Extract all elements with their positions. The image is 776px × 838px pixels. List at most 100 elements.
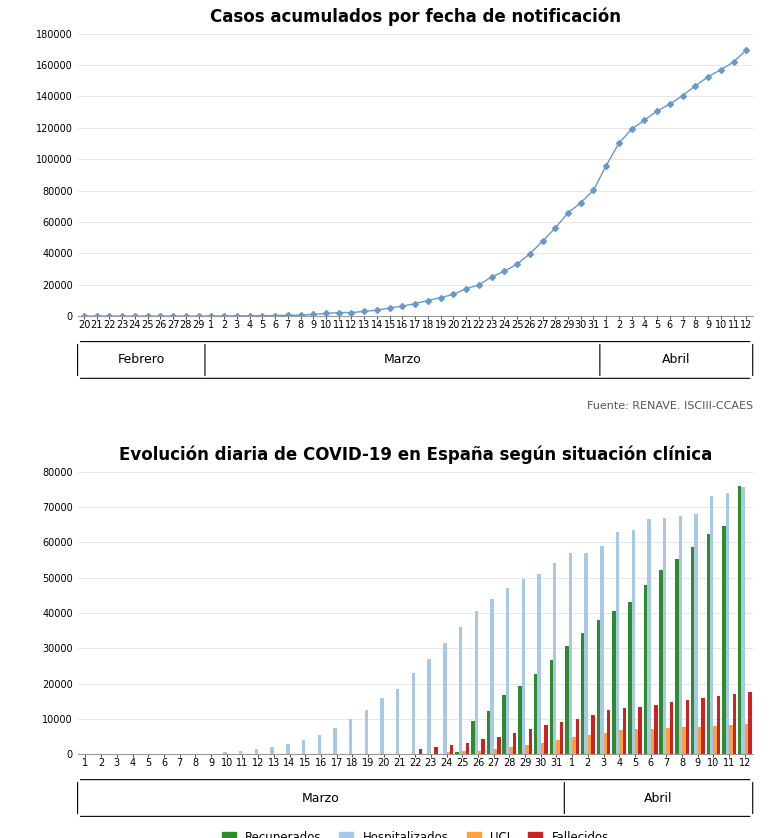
Bar bbox=[663, 518, 667, 754]
Bar bbox=[691, 547, 695, 754]
Bar bbox=[255, 749, 258, 754]
Bar bbox=[302, 740, 305, 754]
Bar bbox=[466, 742, 469, 754]
Bar bbox=[733, 694, 736, 754]
Text: Fuente: RENAVE. ISCIII-CCAES: Fuente: RENAVE. ISCIII-CCAES bbox=[587, 401, 753, 411]
Bar bbox=[270, 747, 274, 754]
Bar bbox=[560, 722, 563, 754]
Bar bbox=[741, 488, 745, 754]
Bar bbox=[474, 611, 478, 754]
Bar bbox=[729, 725, 733, 754]
Bar bbox=[462, 752, 466, 754]
Bar bbox=[494, 749, 497, 754]
Bar bbox=[333, 727, 337, 754]
Bar bbox=[698, 727, 702, 754]
Text: Marzo: Marzo bbox=[383, 354, 421, 366]
Bar bbox=[745, 724, 748, 754]
Bar bbox=[650, 729, 654, 754]
Bar bbox=[487, 711, 490, 754]
Bar bbox=[513, 733, 516, 754]
Bar bbox=[506, 588, 509, 754]
Bar bbox=[450, 745, 453, 754]
Bar bbox=[612, 612, 616, 754]
Bar bbox=[418, 749, 422, 754]
Bar bbox=[616, 531, 619, 754]
Title: Casos acumulados por fecha de notificación: Casos acumulados por fecha de notificaci… bbox=[210, 8, 621, 27]
Bar bbox=[537, 574, 541, 754]
Bar bbox=[528, 729, 532, 754]
Text: Febrero: Febrero bbox=[118, 354, 165, 366]
Bar bbox=[622, 708, 626, 754]
Bar bbox=[597, 619, 600, 754]
Bar bbox=[710, 496, 713, 754]
Bar bbox=[521, 579, 525, 754]
Bar bbox=[525, 745, 528, 754]
Bar bbox=[713, 726, 717, 754]
Bar bbox=[317, 735, 321, 754]
Bar bbox=[717, 696, 720, 754]
Bar bbox=[679, 515, 682, 754]
Bar bbox=[738, 486, 741, 754]
Bar bbox=[443, 643, 446, 754]
Bar bbox=[349, 719, 352, 754]
Text: Abril: Abril bbox=[662, 354, 691, 366]
Bar bbox=[685, 701, 689, 754]
Bar bbox=[647, 520, 650, 754]
Bar bbox=[412, 673, 415, 754]
Bar bbox=[670, 702, 674, 754]
Bar bbox=[534, 675, 537, 754]
Bar bbox=[654, 705, 657, 754]
Bar bbox=[591, 716, 594, 754]
Bar bbox=[541, 743, 544, 754]
Bar bbox=[490, 599, 494, 754]
Bar bbox=[446, 753, 450, 754]
Bar bbox=[556, 740, 560, 754]
Bar bbox=[660, 570, 663, 754]
Bar bbox=[553, 563, 556, 754]
Bar bbox=[518, 686, 521, 754]
Bar bbox=[549, 660, 553, 754]
Text: Marzo: Marzo bbox=[302, 792, 340, 804]
Bar bbox=[581, 634, 584, 754]
Bar bbox=[481, 739, 485, 754]
Bar bbox=[286, 743, 289, 754]
Title: Evolución diaria de COVID-19 en España según situación clínica: Evolución diaria de COVID-19 en España s… bbox=[119, 446, 712, 464]
Bar bbox=[428, 659, 431, 754]
Bar bbox=[509, 747, 513, 754]
Bar bbox=[707, 534, 710, 754]
Bar bbox=[565, 646, 569, 754]
Bar bbox=[380, 698, 384, 754]
Bar bbox=[396, 689, 400, 754]
Bar bbox=[635, 729, 639, 754]
Legend: Recuperados, Hospitalizados, UCI, Fallecidos: Recuperados, Hospitalizados, UCI, Fallec… bbox=[221, 831, 609, 838]
Bar bbox=[584, 553, 588, 754]
Bar bbox=[502, 695, 506, 754]
Bar bbox=[607, 711, 611, 754]
Bar bbox=[682, 727, 685, 754]
Bar bbox=[748, 692, 752, 754]
Bar bbox=[223, 753, 227, 754]
Bar bbox=[722, 525, 726, 754]
Bar bbox=[628, 602, 632, 754]
Bar bbox=[365, 710, 368, 754]
Bar bbox=[726, 493, 729, 754]
Bar bbox=[667, 728, 670, 754]
Bar bbox=[239, 751, 242, 754]
Bar bbox=[588, 735, 591, 754]
Bar bbox=[639, 706, 642, 754]
Bar bbox=[435, 747, 438, 754]
Text: Abril: Abril bbox=[644, 792, 673, 804]
Bar bbox=[600, 546, 604, 754]
Bar bbox=[632, 530, 635, 754]
Bar bbox=[471, 722, 474, 754]
Bar bbox=[569, 553, 572, 754]
Bar bbox=[604, 733, 607, 754]
Bar bbox=[456, 753, 459, 754]
Bar bbox=[478, 751, 481, 754]
Bar bbox=[675, 559, 679, 754]
Bar bbox=[695, 514, 698, 754]
Bar bbox=[459, 627, 462, 754]
Bar bbox=[572, 737, 576, 754]
Bar bbox=[619, 730, 622, 754]
Bar bbox=[576, 719, 579, 754]
